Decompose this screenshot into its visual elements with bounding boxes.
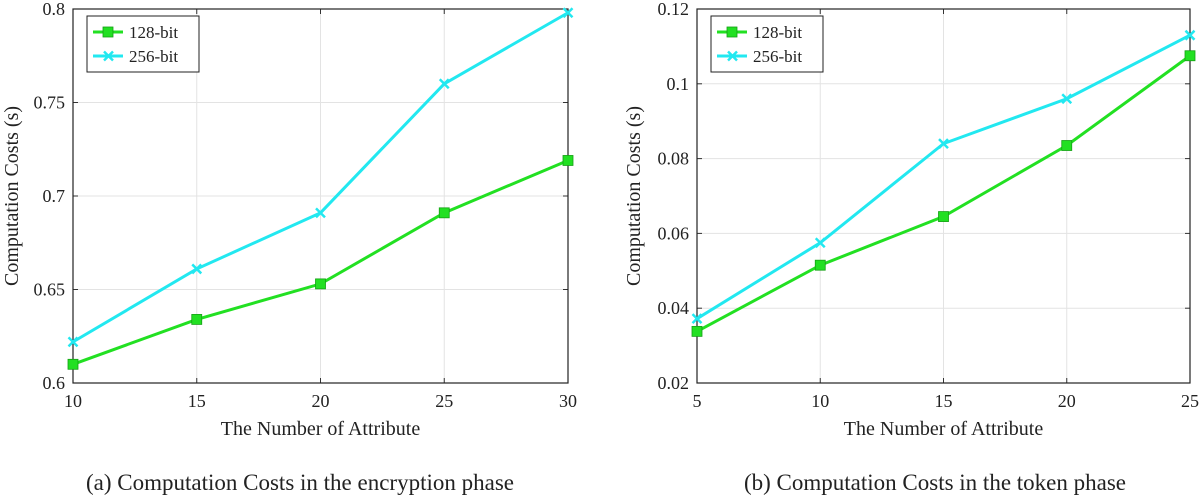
data-point-256-bit — [1184, 29, 1196, 41]
data-point-128-bit — [1184, 50, 1196, 62]
chart-encryption-phase: 10 15 20 25 30 0.6 0.65 0.7 0.75 0.8 128-bit 256-bi… — [1, 0, 577, 495]
y-tick-label: 0.8 — [43, 0, 66, 19]
legend-marker-128-bit — [726, 26, 738, 38]
legend: 128-bit 256-bit — [86, 15, 200, 73]
y-tick-label: 0.75 — [34, 93, 66, 113]
data-point-256-bit — [814, 237, 826, 249]
marker-stroke — [191, 263, 203, 275]
y-tick-label: 0.12 — [658, 0, 690, 19]
x-axis-label: The Number of Attribute — [221, 418, 421, 440]
legend-label-256-bit: 256-bit — [753, 47, 802, 66]
data-point-128-bit — [438, 207, 450, 219]
marker-stroke — [814, 237, 826, 249]
data-point-128-bit — [691, 325, 703, 337]
x-tick-label: 30 — [559, 391, 577, 411]
marker-stroke — [562, 7, 574, 19]
x-tick-label: 15 — [935, 391, 953, 411]
x-tick-label: 15 — [188, 391, 206, 411]
x-axis-label: The Number of Attribute — [844, 418, 1044, 440]
y-tick-label: 0.7 — [43, 186, 66, 206]
data-point-128-bit — [562, 155, 574, 166]
chart-caption: (a) Computation Costs in the encryption … — [86, 470, 514, 495]
legend-marker-256-bit — [103, 50, 114, 62]
legend: 128-bit 256-bit — [710, 15, 824, 73]
data-point-128-bit — [814, 259, 826, 271]
legend-box — [86, 15, 200, 73]
data-point-128-bit — [315, 278, 326, 290]
marker-stroke — [67, 336, 79, 348]
data-point-128-bit — [1061, 140, 1073, 151]
legend-box — [710, 15, 824, 73]
marker-stroke — [1184, 29, 1196, 41]
data-point-256-bit — [691, 313, 703, 325]
marker-stroke — [438, 78, 450, 90]
data-point-256-bit — [438, 78, 450, 90]
y-tick-label: 0.04 — [658, 298, 690, 318]
data-point-256-bit — [315, 207, 326, 219]
y-axis-label: Computation Costs (s) — [623, 106, 645, 286]
marker-stroke — [691, 313, 703, 325]
marker-stroke — [938, 138, 949, 150]
plot-frame — [72, 8, 569, 384]
marker-stroke — [315, 207, 326, 219]
data-point-128-bit — [67, 358, 79, 370]
y-tick-label: 0.06 — [658, 223, 690, 243]
legend-label-128-bit: 128-bit — [753, 23, 802, 42]
plot-frame — [696, 8, 1191, 384]
legend-label-128-bit: 128-bit — [129, 23, 178, 42]
data-point-256-bit — [67, 336, 79, 348]
x-tick-label: 10 — [64, 391, 82, 411]
legend-label-256-bit: 256-bit — [129, 47, 178, 66]
y-tick-label: 0.02 — [658, 373, 690, 393]
x-tick-label: 20 — [312, 391, 330, 411]
data-point-128-bit — [938, 211, 949, 222]
legend-marker-128-bit — [102, 26, 114, 38]
chart-caption: (b) Computation Costs in the token phase — [744, 470, 1126, 495]
x-tick-label: 25 — [435, 391, 453, 411]
x-tick-label: 25 — [1181, 391, 1199, 411]
x-tick-label: 20 — [1058, 391, 1076, 411]
x-tick-label: 5 — [693, 391, 702, 411]
y-axis-label: Computation Costs (s) — [1, 106, 23, 286]
data-point-256-bit — [191, 263, 203, 275]
legend-marker-256-bit — [727, 50, 738, 62]
y-tick-label: 0.08 — [658, 149, 690, 169]
data-point-256-bit — [1061, 93, 1073, 105]
data-point-128-bit — [191, 314, 203, 325]
x-tick-label: 10 — [811, 391, 829, 411]
marker-stroke — [1061, 93, 1073, 105]
chart-token-phase: 5 10 15 20 25 0.02 0.04 0.06 0.08 0.1 0.12 128-bit 2… — [623, 0, 1199, 495]
y-tick-label: 0.1 — [667, 74, 690, 94]
data-point-256-bit — [562, 7, 574, 19]
y-tick-label: 0.65 — [34, 280, 66, 300]
data-point-256-bit — [938, 138, 949, 150]
y-tick-label: 0.6 — [43, 373, 66, 393]
